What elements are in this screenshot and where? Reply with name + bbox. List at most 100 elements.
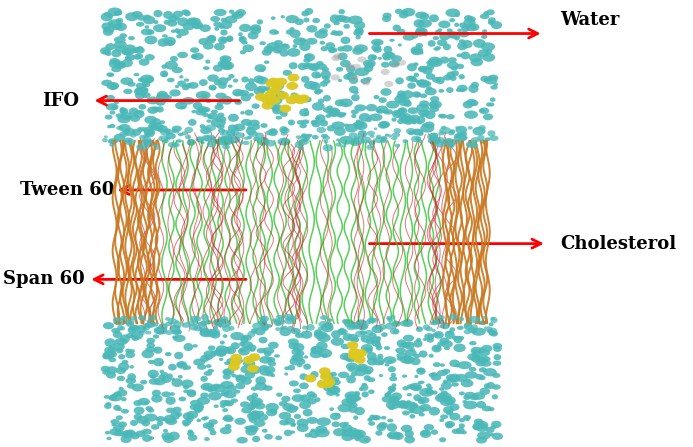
Ellipse shape [362, 366, 374, 374]
Ellipse shape [213, 21, 222, 27]
Ellipse shape [449, 129, 455, 134]
Ellipse shape [236, 360, 240, 363]
Ellipse shape [277, 90, 286, 97]
Ellipse shape [312, 346, 317, 351]
Ellipse shape [493, 83, 498, 86]
Ellipse shape [477, 50, 489, 57]
Ellipse shape [470, 100, 478, 106]
Ellipse shape [428, 40, 436, 47]
Ellipse shape [284, 314, 294, 320]
Ellipse shape [483, 368, 497, 376]
Ellipse shape [241, 41, 248, 45]
Ellipse shape [200, 141, 204, 144]
Ellipse shape [113, 331, 122, 338]
Ellipse shape [395, 77, 404, 84]
Ellipse shape [487, 329, 493, 333]
Ellipse shape [354, 356, 366, 364]
Ellipse shape [468, 316, 480, 323]
Ellipse shape [176, 139, 182, 143]
Ellipse shape [172, 329, 182, 335]
Ellipse shape [106, 95, 115, 101]
Ellipse shape [447, 29, 453, 33]
Ellipse shape [363, 59, 376, 67]
Ellipse shape [329, 407, 334, 411]
Ellipse shape [483, 11, 489, 16]
Ellipse shape [349, 77, 358, 84]
Ellipse shape [223, 391, 236, 398]
Ellipse shape [455, 133, 462, 137]
Ellipse shape [182, 419, 191, 426]
Ellipse shape [321, 70, 331, 79]
Ellipse shape [135, 430, 146, 437]
Ellipse shape [282, 127, 288, 131]
Ellipse shape [419, 413, 425, 417]
Ellipse shape [245, 82, 257, 91]
Ellipse shape [290, 424, 295, 427]
Ellipse shape [351, 353, 363, 361]
Ellipse shape [255, 93, 267, 101]
Ellipse shape [249, 353, 261, 361]
Ellipse shape [331, 32, 336, 35]
Ellipse shape [299, 135, 310, 141]
Ellipse shape [183, 367, 186, 370]
Ellipse shape [433, 362, 441, 367]
Ellipse shape [299, 38, 307, 42]
Ellipse shape [202, 107, 211, 112]
Ellipse shape [216, 345, 228, 353]
Ellipse shape [259, 322, 267, 327]
Ellipse shape [272, 108, 283, 114]
Ellipse shape [337, 16, 344, 21]
Ellipse shape [147, 408, 155, 413]
Ellipse shape [263, 86, 271, 91]
Ellipse shape [304, 17, 310, 22]
Ellipse shape [416, 80, 424, 85]
Ellipse shape [234, 390, 240, 394]
Ellipse shape [387, 386, 396, 391]
Ellipse shape [410, 385, 418, 389]
Ellipse shape [253, 137, 260, 141]
Ellipse shape [114, 61, 125, 68]
Ellipse shape [473, 421, 489, 429]
Ellipse shape [346, 356, 356, 363]
Ellipse shape [299, 373, 308, 380]
Ellipse shape [172, 126, 182, 131]
Ellipse shape [126, 321, 134, 327]
Ellipse shape [223, 62, 234, 70]
Ellipse shape [360, 136, 371, 143]
Ellipse shape [316, 61, 324, 66]
Ellipse shape [187, 431, 195, 436]
Ellipse shape [182, 84, 190, 90]
Ellipse shape [254, 64, 266, 72]
Ellipse shape [438, 114, 445, 118]
Ellipse shape [146, 337, 155, 344]
Ellipse shape [218, 36, 227, 44]
Ellipse shape [170, 392, 175, 396]
Ellipse shape [464, 329, 471, 334]
Ellipse shape [161, 372, 168, 378]
Ellipse shape [323, 135, 330, 140]
Ellipse shape [247, 122, 252, 127]
Ellipse shape [208, 392, 222, 401]
Ellipse shape [442, 369, 450, 374]
Ellipse shape [458, 317, 464, 321]
Ellipse shape [200, 124, 206, 129]
Ellipse shape [268, 128, 278, 136]
Ellipse shape [361, 344, 373, 352]
Ellipse shape [262, 323, 268, 327]
Ellipse shape [219, 25, 225, 29]
Ellipse shape [409, 408, 414, 413]
Ellipse shape [286, 15, 299, 23]
Ellipse shape [207, 387, 213, 392]
Ellipse shape [459, 392, 465, 396]
Ellipse shape [367, 145, 374, 150]
Ellipse shape [269, 29, 278, 35]
Ellipse shape [238, 347, 250, 355]
Ellipse shape [368, 389, 375, 394]
Ellipse shape [475, 374, 484, 380]
Ellipse shape [430, 137, 436, 142]
Ellipse shape [277, 49, 281, 53]
Ellipse shape [491, 21, 502, 29]
Ellipse shape [371, 39, 384, 46]
Ellipse shape [121, 435, 132, 443]
Ellipse shape [435, 30, 441, 35]
